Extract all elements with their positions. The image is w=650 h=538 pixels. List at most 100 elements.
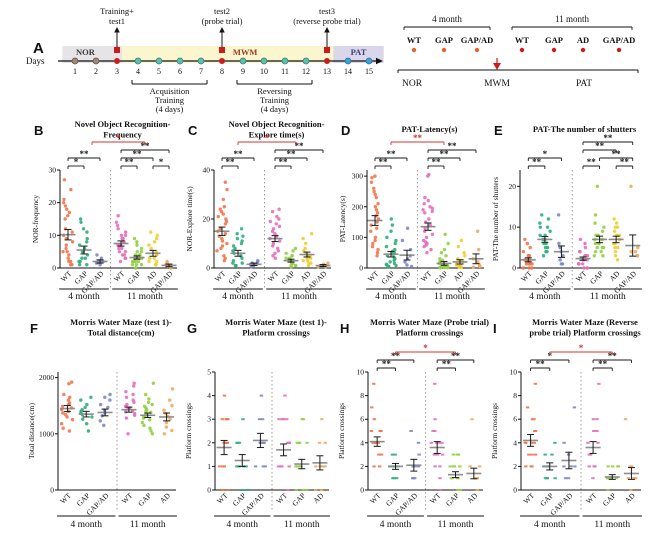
data-point bbox=[636, 245, 640, 250]
annotation-arrowhead bbox=[114, 27, 120, 33]
data-point bbox=[425, 250, 429, 255]
data-point bbox=[553, 477, 557, 480]
age-group-title: 4 month bbox=[432, 14, 462, 24]
data-point bbox=[376, 247, 380, 252]
data-point bbox=[563, 477, 568, 480]
data-point bbox=[521, 249, 526, 254]
data-point bbox=[390, 223, 395, 227]
data-point bbox=[615, 258, 620, 262]
age-label: 11 month bbox=[434, 292, 470, 302]
significance-stars: ** bbox=[448, 141, 458, 151]
x-tick-label: WT bbox=[419, 269, 434, 284]
data-point bbox=[300, 418, 304, 421]
data-point bbox=[394, 263, 398, 268]
timeline-annotation: test1 bbox=[109, 16, 125, 26]
data-point bbox=[155, 233, 159, 238]
y-tick-label: 100 bbox=[352, 233, 364, 242]
data-point bbox=[433, 465, 437, 468]
data-point bbox=[583, 245, 588, 250]
data-point bbox=[85, 236, 89, 241]
data-point bbox=[314, 489, 318, 491]
data-point bbox=[545, 477, 550, 480]
significance-stars: ** bbox=[379, 157, 389, 167]
data-point bbox=[606, 465, 610, 468]
data-point bbox=[592, 430, 596, 432]
data-point bbox=[371, 241, 375, 246]
data-point bbox=[62, 178, 67, 182]
data-point bbox=[116, 227, 120, 231]
data-point bbox=[62, 197, 66, 202]
data-point bbox=[538, 225, 543, 229]
x-tick-label: GAP bbox=[444, 491, 461, 508]
genotype-label: GAP bbox=[545, 35, 563, 45]
data-point bbox=[578, 237, 583, 242]
y-axis-title: Platform crossings bbox=[490, 403, 499, 459]
data-point bbox=[582, 266, 586, 270]
band-label-MWM: MWM bbox=[233, 47, 258, 57]
x-tick-label: WT bbox=[59, 269, 74, 284]
data-point bbox=[102, 423, 106, 428]
data-point bbox=[60, 404, 65, 408]
data-point bbox=[372, 382, 376, 385]
data-point bbox=[83, 256, 88, 260]
data-point bbox=[375, 250, 380, 255]
data-point bbox=[222, 258, 227, 263]
panel-mwm-reverse-probe-crossings: I Morris Water Maze (Reverse probe trial) … bbox=[489, 314, 647, 534]
data-point bbox=[237, 441, 242, 444]
data-point bbox=[459, 238, 464, 243]
data-point bbox=[455, 477, 460, 480]
data-point bbox=[432, 453, 437, 456]
data-point bbox=[277, 224, 282, 229]
data-point bbox=[633, 249, 638, 254]
data-point bbox=[379, 453, 384, 456]
data-point bbox=[595, 418, 599, 421]
significance-stars: ** bbox=[279, 157, 289, 167]
data-point bbox=[370, 244, 375, 249]
y-tick-label: 6 bbox=[360, 415, 364, 424]
significance-stars: ** bbox=[608, 351, 618, 361]
x-tick-label: AD bbox=[623, 491, 637, 505]
data-point bbox=[591, 477, 595, 480]
data-point bbox=[405, 263, 409, 267]
data-point bbox=[409, 264, 414, 269]
chart-C: C Novel Object Recognition-Explore time(s… bbox=[185, 119, 332, 302]
data-point bbox=[586, 441, 590, 444]
data-point bbox=[323, 465, 327, 468]
panel-letter: G bbox=[187, 321, 197, 336]
y-tick-label: 8 bbox=[513, 391, 517, 400]
day-marker-pat bbox=[365, 57, 373, 65]
data-point bbox=[81, 417, 85, 421]
age-group-title: 11 month bbox=[555, 14, 589, 24]
age-label: 11 month bbox=[438, 520, 474, 530]
data-point bbox=[259, 394, 264, 397]
data-point bbox=[524, 441, 528, 444]
data-point bbox=[429, 441, 434, 444]
age-label: 4 month bbox=[380, 520, 412, 530]
data-point bbox=[475, 489, 479, 491]
data-point bbox=[289, 265, 293, 269]
x-tick-label: WT bbox=[120, 491, 135, 506]
data-point bbox=[595, 245, 599, 250]
data-point bbox=[240, 256, 244, 260]
data-point bbox=[392, 477, 396, 480]
data-point bbox=[132, 413, 137, 417]
x-tick-label: WT bbox=[215, 491, 230, 506]
data-point bbox=[147, 418, 152, 422]
panel-letter: H bbox=[340, 321, 349, 336]
y-tick-label: 2 bbox=[360, 462, 364, 471]
data-point bbox=[573, 465, 577, 468]
genotype-label: GAP/AD bbox=[461, 35, 494, 45]
data-point bbox=[285, 418, 289, 421]
data-point bbox=[85, 263, 89, 267]
genotype-label: GAP bbox=[435, 35, 453, 45]
data-point bbox=[525, 406, 530, 409]
data-point bbox=[532, 441, 537, 444]
bracket-label: (4 days) bbox=[261, 104, 289, 114]
data-point bbox=[162, 432, 166, 436]
data-point bbox=[614, 477, 619, 480]
data-point bbox=[317, 441, 322, 444]
data-point bbox=[306, 263, 311, 268]
data-point bbox=[369, 223, 373, 227]
panel-letter: D bbox=[341, 123, 350, 138]
data-point bbox=[85, 240, 89, 244]
